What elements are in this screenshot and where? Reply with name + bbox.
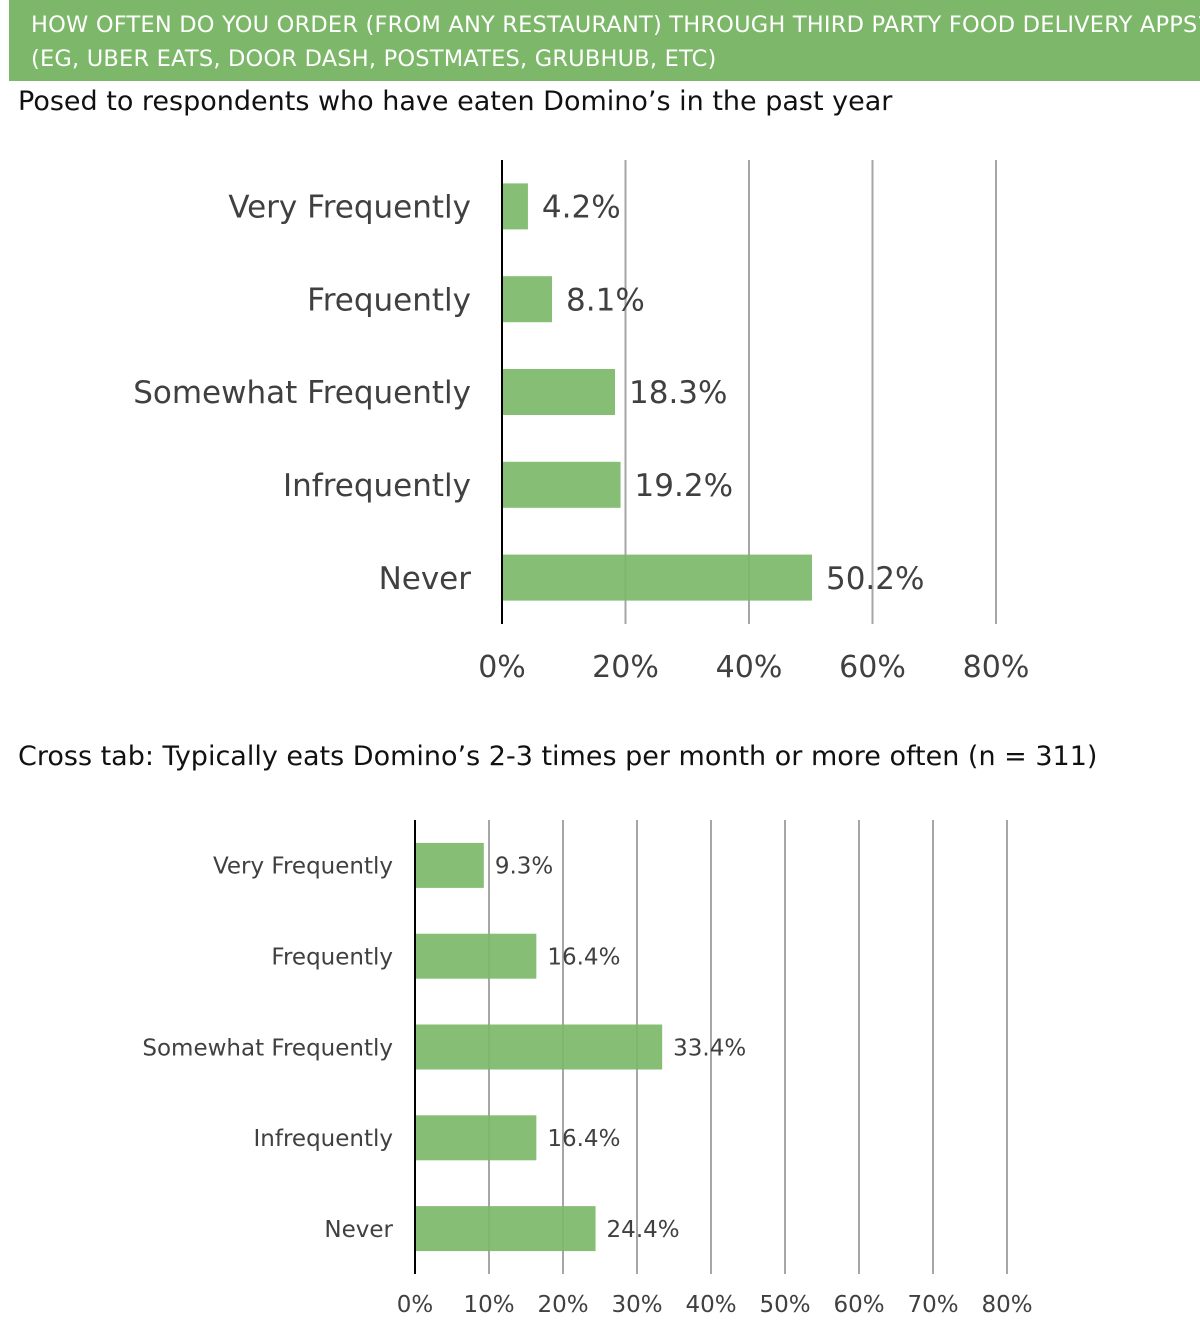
chart-1: 0% 20% 40% 60% 80% Very Frequently 4.2% Frequen… [133, 160, 1029, 685]
bar [415, 1206, 596, 1252]
category-label: Infrequently [283, 468, 471, 504]
x-tick-label: 10% [463, 1292, 514, 1318]
category-label: Infrequently [254, 1126, 393, 1152]
data-label: 9.3% [495, 854, 553, 880]
chart-1-overlay: 0% 10% 20% 30% 40% 50% 60% 70% 80% Very Frequentl… [142, 820, 1033, 1318]
data-label: 19.2% [635, 468, 733, 504]
bar [415, 842, 484, 888]
category-label: Very Frequently [228, 190, 471, 226]
category-label: Somewhat Frequently [133, 375, 471, 411]
x-tick-label: 0% [397, 1292, 434, 1318]
bar [415, 1115, 537, 1161]
bar [502, 369, 616, 415]
bar [502, 183, 528, 230]
x-tick-label: 70% [907, 1292, 958, 1318]
category-label: Somewhat Frequently [142, 1035, 393, 1061]
chart-2-title: Cross tab: Typically eats Domino’s 2-3 t… [18, 741, 1098, 772]
question-banner: HOW OFTEN DO YOU ORDER (FROM ANY RESTAUR… [9, 0, 1200, 81]
bar [502, 554, 812, 601]
data-label: 8.1% [566, 282, 645, 318]
bar [415, 933, 537, 979]
x-tick-label: 50% [759, 1292, 810, 1318]
x-tick-label: 40% [716, 650, 783, 685]
question-line-2: (EG, UBER EATS, DOOR DASH, POSTMATES, GR… [31, 46, 717, 72]
category-label: Frequently [307, 282, 471, 318]
bar [502, 461, 621, 508]
chart-2: 0% 10% 20% 30% 40% 50% 60% 70% 80% Very Frequentl… [142, 820, 1033, 1318]
chart-0-gridlines [624, 160, 997, 624]
x-tick-label: 60% [839, 650, 906, 685]
data-label: 50.2% [826, 561, 924, 597]
data-label: 18.3% [629, 375, 727, 411]
x-tick-label: 60% [833, 1292, 884, 1318]
chart-1-title: Posed to respondents who have eaten Domi… [18, 86, 893, 117]
data-label: 4.2% [542, 190, 621, 226]
bar [502, 276, 553, 323]
category-label: Never [324, 1217, 393, 1243]
data-label: 24.4% [607, 1217, 680, 1243]
chart-1-bars [415, 842, 663, 1252]
question-line-1: HOW OFTEN DO YOU ORDER (FROM ANY RESTAUR… [31, 12, 1200, 38]
chart-0-bars [502, 183, 812, 601]
bar [415, 1024, 663, 1070]
x-tick-label: 80% [981, 1292, 1032, 1318]
data-label: 16.4% [547, 1126, 620, 1152]
category-label: Very Frequently [213, 854, 393, 880]
data-label: 33.4% [673, 1035, 746, 1061]
x-tick-label: 30% [611, 1292, 662, 1318]
data-label: 16.4% [547, 944, 620, 970]
chart-0-overlay: 0% 20% 40% 60% 80% Very Frequently 4.2% Frequen… [133, 160, 1029, 685]
category-label: Never [379, 561, 472, 597]
x-tick-label: 20% [537, 1292, 588, 1318]
x-tick-label: 40% [685, 1292, 736, 1318]
x-tick-label: 0% [478, 650, 526, 685]
category-label: Frequently [271, 944, 393, 970]
x-tick-label: 20% [592, 650, 659, 685]
x-tick-label: 80% [963, 650, 1030, 685]
